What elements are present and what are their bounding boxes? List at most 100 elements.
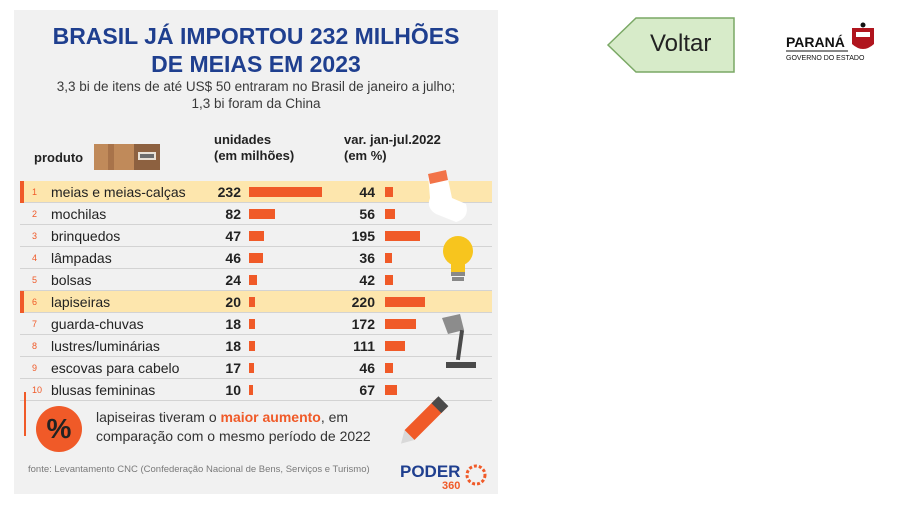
header-produto: produto: [34, 150, 84, 165]
logo-name: PARANÁ: [786, 34, 845, 50]
table-row: 7 guarda-chuvas 18 172: [20, 313, 492, 335]
table-row: 10 blusas femininas 10 67: [20, 379, 492, 401]
table-row: 1 meias e meias-calças 232 44: [20, 181, 492, 203]
row-var: 46: [359, 360, 375, 376]
units-bar: [249, 187, 322, 197]
units-bar: [249, 341, 255, 351]
row-units: 24: [225, 272, 241, 288]
subtitle-line-2: 1,3 bi foram da China: [191, 96, 321, 111]
units-bar: [249, 209, 275, 219]
header-units: unidades (em milhões): [214, 132, 294, 164]
package-icon: [94, 144, 160, 170]
callout-note-line-2: comparação com o mesmo período de 2022: [96, 428, 371, 444]
var-bar: [385, 253, 392, 263]
var-bar: [385, 187, 393, 197]
var-bar: [385, 209, 396, 219]
header-var: var. jan-jul.2022 (em %): [344, 132, 441, 164]
row-var: 44: [359, 184, 375, 200]
poder360-logo: PODER 360: [400, 462, 487, 492]
table-row: 2 mochilas 82 56: [20, 203, 492, 225]
sock-icon: [428, 170, 467, 222]
brand-name: PODER: [400, 462, 460, 481]
units-bar: [249, 231, 264, 241]
row-rank: 8: [32, 341, 38, 351]
infographic-card: BRASIL JÁ IMPORTOU 232 MILHÕES DE MEIAS …: [14, 10, 498, 494]
row-rank: 7: [32, 319, 38, 329]
title-line-1: BRASIL JÁ IMPORTOU 232 MILHÕES: [52, 23, 460, 49]
row-product: bolsas: [51, 272, 92, 288]
row-product: lâmpadas: [51, 250, 112, 266]
row-product: brinquedos: [51, 228, 121, 244]
row-rank: 5: [32, 275, 38, 285]
row-rank: 4: [32, 253, 38, 263]
logo-subtitle: GOVERNO DO ESTADO: [786, 55, 865, 62]
row-var: 195: [351, 228, 375, 244]
var-bar: [385, 319, 417, 329]
row-product: escovas para cabelo: [51, 360, 180, 376]
back-button[interactable]: [606, 16, 736, 74]
units-bar: [249, 319, 255, 329]
parana-logo: PARANÁ GOVERNO DO ESTADO: [786, 22, 874, 62]
row-units: 18: [225, 338, 241, 354]
row-var: 172: [351, 316, 375, 332]
row-rank: 10: [32, 385, 43, 395]
row-rank: 1: [32, 187, 38, 197]
brand-sub: 360: [442, 480, 460, 492]
row-units: 82: [225, 206, 241, 222]
var-bar: [385, 275, 393, 285]
row-units: 232: [217, 184, 241, 200]
infographic-title: BRASIL JÁ IMPORTOU 232 MILHÕES DE MEIAS …: [14, 22, 498, 78]
lightbulb-icon: [443, 236, 473, 281]
row-product: meias e meias-calças: [51, 184, 186, 200]
pencil-icon: [401, 396, 449, 444]
row-var: 42: [359, 272, 375, 288]
row-var: 56: [359, 206, 375, 222]
source-note: fonte: Levantamento CNC (Confederação Na…: [28, 464, 370, 475]
callout-line: [24, 392, 26, 436]
infographic-subtitle: 3,3 bi de itens de até US$ 50 entraram n…: [14, 78, 498, 112]
table-row: 8 lustres/luminárias 18 111: [20, 335, 492, 357]
row-product: lapiseiras: [51, 294, 111, 310]
row-units: 18: [225, 316, 241, 332]
row-product: guarda-chuvas: [51, 316, 144, 332]
row-units: 46: [225, 250, 241, 266]
row-product: mochilas: [51, 206, 107, 222]
title-line-2: DE MEIAS EM 2023: [151, 51, 361, 77]
row-rank: 9: [32, 363, 38, 373]
percent-icon: %: [36, 406, 82, 452]
var-bar: [385, 341, 406, 351]
var-bar: [385, 385, 398, 395]
row-units: 10: [225, 382, 241, 398]
units-bar: [249, 297, 256, 307]
var-bar: [385, 363, 394, 373]
callout-note-line-1: lapiseiras tiveram o maior aumento, em: [96, 408, 371, 427]
units-bar: [249, 275, 257, 285]
var-bar: [385, 297, 425, 307]
lamp-icon: [442, 314, 476, 368]
callout-note-post: , em: [320, 409, 349, 425]
subtitle-line-1: 3,3 bi de itens de até US$ 50 entraram n…: [56, 79, 456, 94]
header-var-line-1: var. jan-jul.2022: [344, 132, 441, 147]
row-var: 220: [351, 294, 375, 310]
table-row: 5 bolsas 24 42: [20, 269, 492, 291]
var-bar: [385, 231, 421, 241]
header-var-line-2: (em %): [344, 148, 387, 163]
table-row: 9 escovas para cabelo 17 46: [20, 357, 492, 379]
row-units: 17: [225, 360, 241, 376]
units-bar: [249, 363, 255, 373]
row-product: blusas femininas: [51, 382, 156, 398]
callout-note: lapiseiras tiveram o maior aumento, em c…: [96, 408, 371, 446]
highlight-marker: [20, 181, 24, 203]
table-row: 3 brinquedos 47 195: [20, 225, 492, 247]
row-product: lustres/luminárias: [51, 338, 160, 354]
units-bar: [249, 253, 264, 263]
highlight-marker: [20, 291, 24, 313]
back-button-label[interactable]: Voltar: [650, 30, 712, 57]
row-rank: 6: [32, 297, 38, 307]
callout-note-pre: lapiseiras tiveram o: [96, 409, 221, 425]
header-units-line-1: unidades: [214, 132, 272, 147]
row-rank: 2: [32, 209, 38, 219]
row-units: 20: [225, 294, 241, 310]
row-rank: 3: [32, 231, 38, 241]
